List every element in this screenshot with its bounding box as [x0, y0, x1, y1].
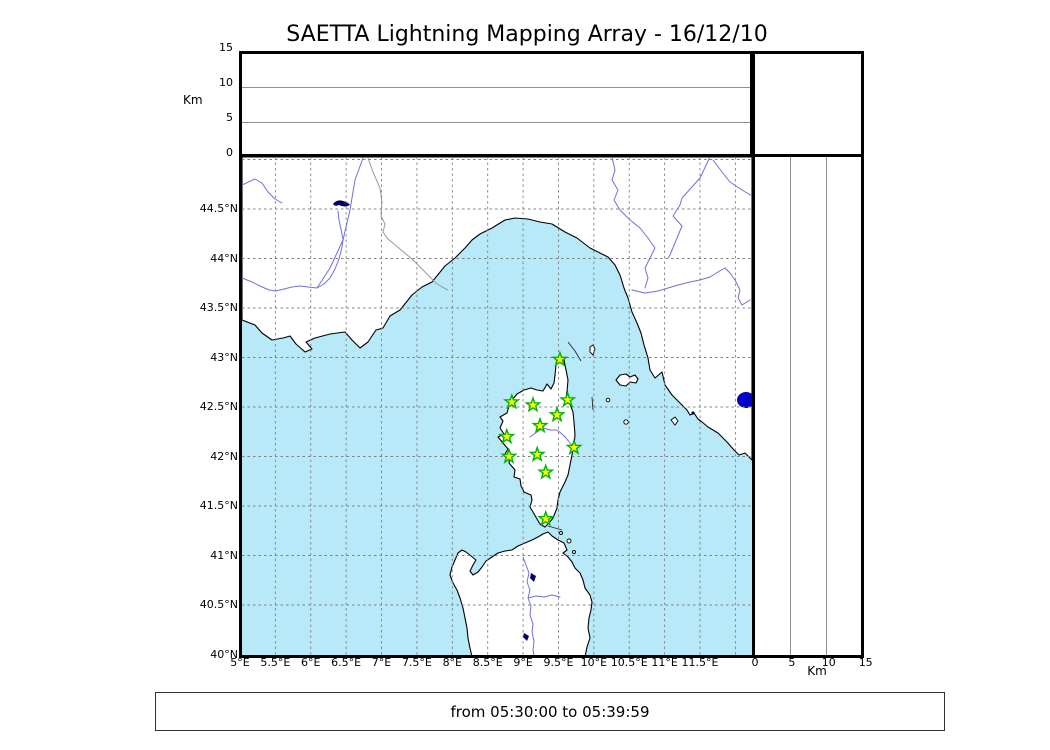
corsica-landmass [497, 354, 576, 528]
river-sardinia-branch [527, 594, 561, 599]
altitude-tick-label-top: 15 [219, 41, 233, 54]
altitude-axis-label-left: Km [183, 93, 203, 107]
river-france-west [242, 178, 283, 204]
elba-island [615, 373, 639, 387]
altitude-tick-label-right: 15 [858, 656, 873, 669]
station-marker [528, 445, 546, 462]
maddalena-islet-3 [572, 550, 576, 554]
river-golo-corsica [529, 427, 575, 448]
station-marker [565, 438, 583, 456]
mainland-coastline [242, 157, 752, 461]
montecristo-island [623, 419, 629, 425]
map-panel [239, 154, 755, 658]
time-range-text: from 05:30:00 to 05:39:59 [450, 702, 650, 721]
station-marker [558, 390, 577, 408]
lat-tick-label: 40.5°N [199, 598, 238, 611]
time-range-box: from 05:30:00 to 05:39:59 [155, 692, 945, 731]
lat-tick-label: 43°N [210, 350, 238, 364]
pianosa-island [605, 397, 611, 403]
shoreline-detail-3 [547, 525, 563, 531]
lat-tick-label: 44.5°N [199, 202, 238, 215]
station-marker [537, 463, 555, 480]
altitude-axis-label-bottom: Km [807, 664, 827, 678]
lat-tick-label: 44°N [210, 251, 238, 265]
river-durance [242, 210, 344, 292]
lon-tick-label: 9.5°E [543, 656, 574, 669]
station-marker [548, 405, 566, 423]
lon-tick-label: 10.5°E [610, 656, 648, 669]
lon-tick-label: 5.5°E [260, 656, 291, 669]
altitude-tick-label-top: 10 [219, 76, 233, 89]
altitude-tick-label-right: 0 [751, 656, 759, 669]
lon-tick-label: 6°E [301, 656, 321, 669]
station-marker [500, 447, 518, 464]
altitude-tick-label-top: 0 [226, 146, 233, 159]
river-po-valley-2 [667, 157, 711, 259]
lon-tick-label: 5°E [230, 656, 250, 669]
altitude-tick-label-right: 10 [821, 656, 836, 669]
station-marker [551, 350, 569, 367]
sardinia-lake-1 [530, 573, 536, 582]
lon-tick-label: 8.5°E [472, 656, 503, 669]
maddalena-islet-1 [559, 531, 563, 535]
capraia-island [589, 344, 596, 356]
altitude-gridline-10km [242, 87, 752, 88]
lat-tick-label: 42.5°N [199, 400, 238, 413]
giglio-island [670, 416, 679, 426]
station-markers [498, 350, 583, 527]
orbetello-lagoon [691, 411, 695, 415]
lon-tick-label: 11°E [651, 656, 678, 669]
altitude-tick-label-right: 5 [788, 656, 796, 669]
lon-tick-label: 7°E [371, 656, 392, 669]
altitude-tick-label-top: 5 [226, 111, 233, 124]
station-marker [537, 509, 555, 527]
lon-tick-label: 9°E [513, 656, 533, 669]
lon-tick-label: 8°E [442, 656, 463, 669]
lat-tick-label: 41°N [210, 548, 238, 562]
lat-tick-label: 41.5°N [199, 499, 238, 512]
lat-tick-label: 42°N [210, 449, 238, 463]
station-marker [503, 392, 521, 410]
altitude-vs-longitude-panel [239, 51, 755, 157]
france-italy-border [367, 157, 449, 291]
station-marker [531, 416, 549, 434]
lat-tick-label: 43.5°N [199, 301, 238, 314]
altitude-gridline-5km-vertical [790, 157, 791, 655]
altitude-vs-latitude-panel [750, 154, 864, 658]
altitude-gridline-5km [242, 122, 752, 123]
geographic-map [242, 157, 752, 655]
sardinia-landmass [449, 531, 593, 655]
lon-tick-label: 10°E [580, 656, 608, 669]
maddalena-islet-2 [566, 538, 572, 544]
river-sardinia [522, 556, 535, 655]
river-po-valley-1 [611, 157, 656, 289]
map-gridlines [242, 157, 752, 655]
shoreline-detail-2 [591, 396, 594, 411]
lake-bolsena [737, 392, 752, 408]
lat-tick-label: 40°N [210, 647, 238, 661]
lon-tick-label: 7.5°E [401, 656, 432, 669]
river-po-valley-3 [712, 159, 752, 197]
lon-tick-label: 11.5°E [681, 656, 719, 669]
altitude-gridline-10km-vertical [826, 157, 827, 655]
corner-panel [750, 51, 864, 157]
river-arno [631, 267, 751, 306]
station-marker [498, 427, 516, 445]
station-marker [524, 395, 542, 413]
lon-tick-label: 6.5°E [331, 656, 362, 669]
figure-title: SAETTA Lightning Mapping Array - 16/12/1… [286, 22, 768, 47]
sardinia-lake-2 [523, 633, 529, 641]
